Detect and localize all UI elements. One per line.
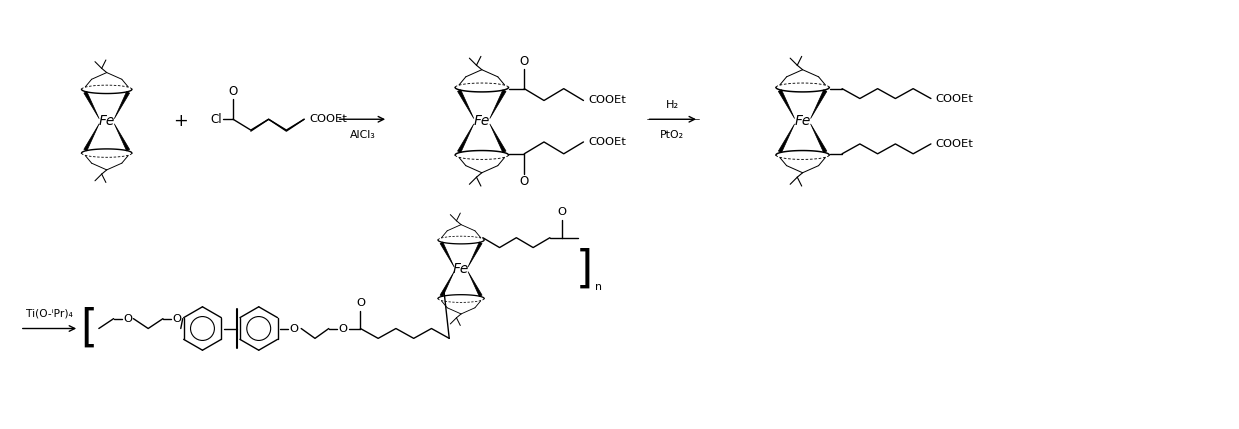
Polygon shape <box>810 90 826 118</box>
Polygon shape <box>468 242 482 267</box>
Polygon shape <box>114 124 130 151</box>
Text: Fe: Fe <box>794 114 810 128</box>
Text: +: + <box>173 112 188 130</box>
Text: COOEt: COOEt <box>935 94 974 103</box>
Text: Ti(O-ⁱPr)₄: Ti(O-ⁱPr)₄ <box>26 309 73 319</box>
Polygon shape <box>457 90 473 118</box>
Text: Fe: Fe <box>99 114 115 128</box>
Text: [: [ <box>81 307 98 350</box>
Text: H₂: H₂ <box>665 100 679 110</box>
Text: n: n <box>595 282 602 292</box>
Polygon shape <box>84 91 99 119</box>
Text: COOEt: COOEt <box>589 96 626 106</box>
Polygon shape <box>778 90 794 118</box>
Polygon shape <box>84 124 99 151</box>
Polygon shape <box>778 124 794 153</box>
Text: PtO₂: PtO₂ <box>660 130 684 140</box>
Polygon shape <box>468 272 482 296</box>
Text: Cl: Cl <box>211 113 222 126</box>
Polygon shape <box>489 124 506 153</box>
Text: O: O <box>356 298 366 308</box>
Polygon shape <box>489 90 506 118</box>
Text: O: O <box>558 207 566 217</box>
Text: O: O <box>290 323 299 333</box>
Text: O: O <box>338 323 347 333</box>
Polygon shape <box>440 272 455 296</box>
Text: COOEt: COOEt <box>935 139 974 149</box>
Text: O: O <box>228 85 238 98</box>
Text: COOEt: COOEt <box>309 114 347 124</box>
Text: ]: ] <box>576 248 593 291</box>
Polygon shape <box>810 124 826 153</box>
Text: Fe: Fe <box>453 262 470 276</box>
Polygon shape <box>457 124 473 153</box>
Text: Fe: Fe <box>473 114 489 128</box>
Polygon shape <box>440 242 455 267</box>
Text: COOEt: COOEt <box>589 137 626 147</box>
Text: AlCl₃: AlCl₃ <box>349 130 375 140</box>
Text: O: O <box>519 54 529 67</box>
Text: O: O <box>123 314 133 323</box>
Text: O: O <box>172 314 181 323</box>
Text: O: O <box>519 175 529 188</box>
Polygon shape <box>114 91 130 119</box>
